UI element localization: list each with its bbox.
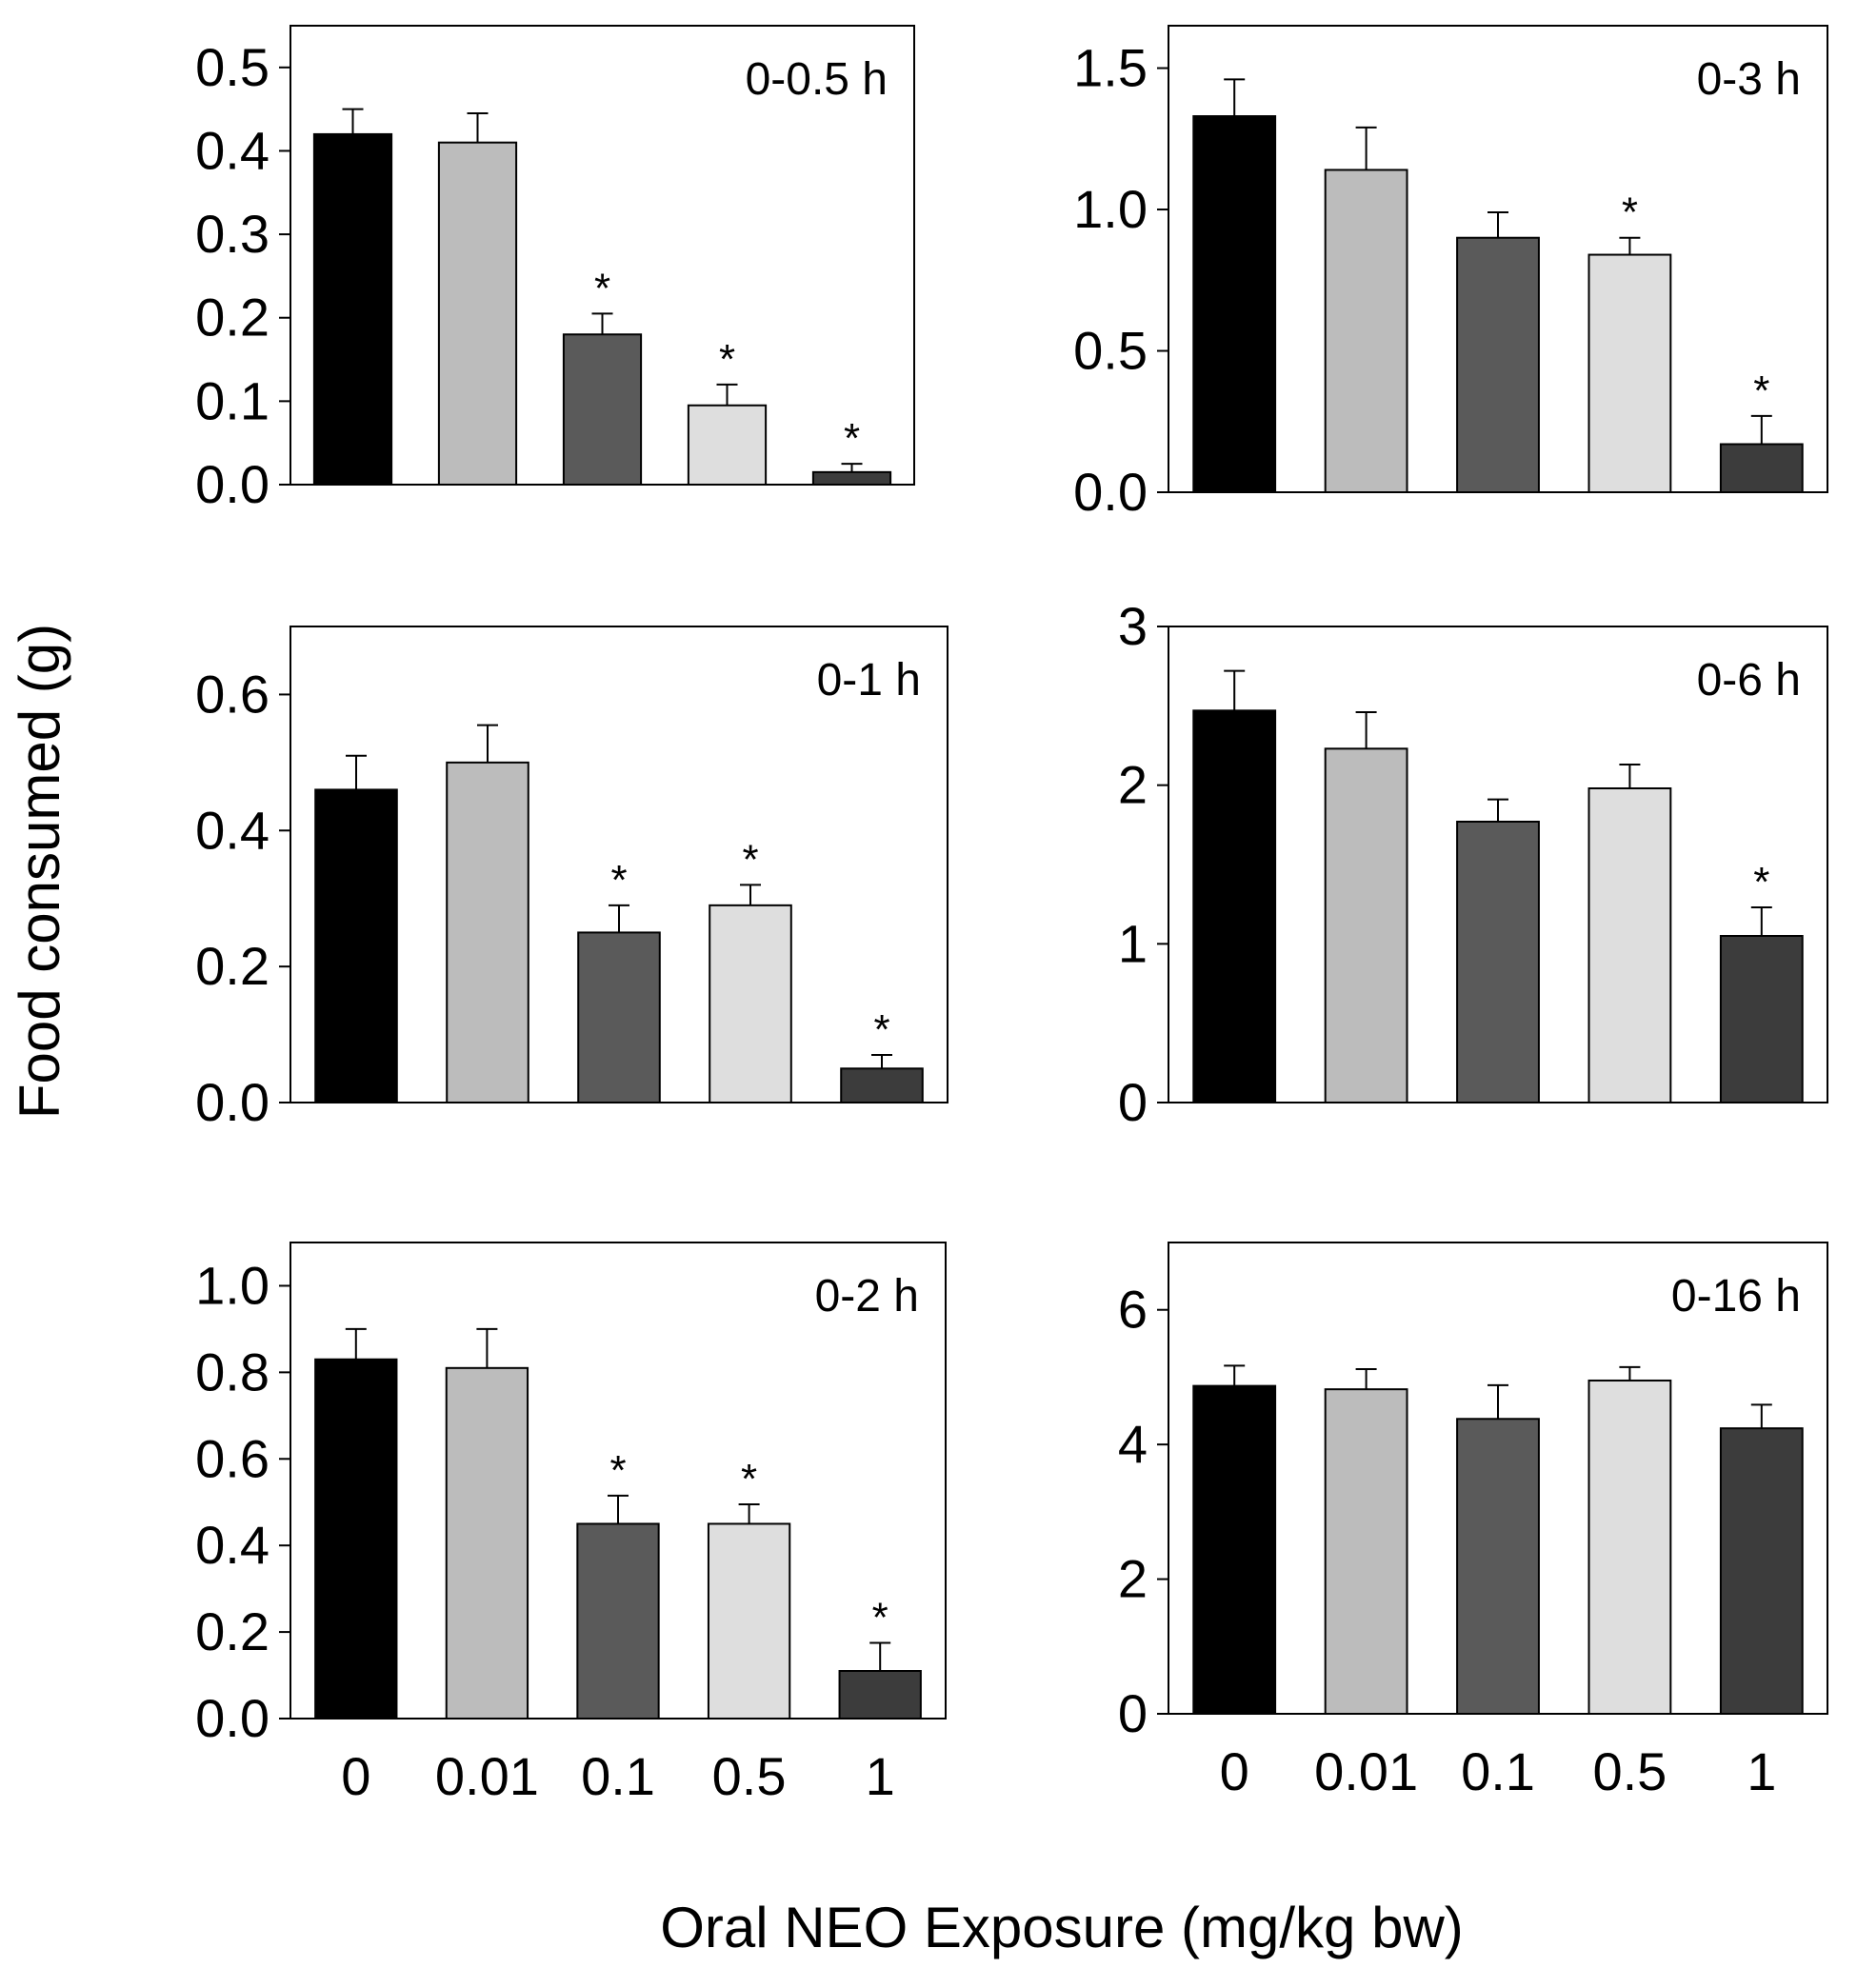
panel-5-ytick-label: 0.6: [195, 1428, 270, 1488]
panel-1-ytick-label: 0.1: [195, 370, 270, 430]
panel-3-significance-star: *: [610, 857, 627, 904]
panel-3-bar: [577, 931, 661, 1104]
panel-5-bar: [576, 1522, 660, 1720]
panel-4-ytick-label: 0: [1118, 1072, 1148, 1132]
panel-5-title: 0-2 h: [815, 1271, 919, 1322]
panel-5-significance-star: *: [741, 1456, 757, 1502]
panel-6-bar: [1324, 1388, 1408, 1715]
panel-6-ytick-label: 2: [1118, 1549, 1148, 1609]
panel-6-bar: [1456, 1418, 1540, 1716]
panel-1-bar: [562, 333, 643, 486]
panel-5-xtick-label: 0.01: [435, 1746, 539, 1806]
panel-1-bar: [687, 404, 768, 486]
panel-3-significance-star: *: [873, 1006, 889, 1053]
panel-6-xtick-label: 0.1: [1461, 1741, 1535, 1801]
panel-2-significance-star: *: [1753, 368, 1769, 414]
panel-5-significance-star: *: [609, 1447, 626, 1494]
panel-3-ytick-label: 0.2: [195, 936, 270, 996]
panel-1-bar: [312, 132, 393, 486]
panel-2-bar: [1192, 115, 1277, 493]
panel-1-ytick-label: 0.0: [195, 454, 270, 514]
panel-4-bar: [1456, 821, 1540, 1103]
panel-4-significance-star: *: [1753, 859, 1769, 905]
panel-2-ytick-label: 0.0: [1073, 462, 1148, 522]
panel-1-bar: [437, 141, 518, 486]
panel-1-significance-star: *: [844, 415, 860, 462]
x-axis-title: Oral NEO Exposure (mg/kg bw): [660, 1896, 1464, 1959]
panel-2-bar: [1719, 443, 1804, 493]
panel-5-bar: [314, 1358, 398, 1720]
panel-5-ytick-label: 1.0: [195, 1255, 270, 1315]
panel-5-ytick-label: 0.2: [195, 1601, 270, 1661]
panel-5-xtick-label: 1: [866, 1746, 895, 1806]
panel-2-bar: [1587, 253, 1672, 493]
panel-5-bar: [445, 1366, 529, 1720]
panel-2-ytick-label: 1.0: [1073, 179, 1148, 239]
panel-2-significance-star: *: [1622, 189, 1638, 236]
panel-3-bar: [314, 788, 398, 1104]
panel-6-xtick-label: 1: [1747, 1741, 1776, 1801]
panel-6-ytick-label: 6: [1118, 1280, 1148, 1340]
panel-4-bar: [1587, 787, 1672, 1103]
panel-5-bar: [707, 1522, 791, 1720]
panel-6-ytick-label: 0: [1118, 1683, 1148, 1743]
panel-1-ytick-label: 0.5: [195, 37, 270, 97]
panel-5-ytick-label: 0.4: [195, 1515, 270, 1575]
panel-3-ytick-label: 0.4: [195, 800, 270, 860]
panel-1-title: 0-0.5 h: [746, 54, 888, 105]
panel-6-xtick-label: 0: [1220, 1741, 1249, 1801]
panel-3-bar: [709, 904, 792, 1103]
panel-1-ytick-label: 0.2: [195, 288, 270, 348]
panel-6-xtick-label: 0.5: [1592, 1741, 1667, 1801]
panel-3-significance-star: *: [742, 836, 758, 883]
panel-3-ytick-label: 0.6: [195, 664, 270, 724]
panel-2-bar: [1324, 169, 1408, 493]
panel-6-ytick-label: 4: [1118, 1414, 1148, 1474]
panel-4-ytick-label: 2: [1118, 755, 1148, 815]
panel-2-ytick-label: 0.5: [1073, 321, 1148, 381]
y-axis-title: Food consumed (g): [8, 624, 71, 1119]
panel-3-ytick-label: 0.0: [195, 1072, 270, 1132]
panel-5-xtick-label: 0.1: [581, 1746, 655, 1806]
panel-1-ytick-label: 0.3: [195, 204, 270, 264]
panel-5-ytick-label: 0.8: [195, 1342, 270, 1402]
panel-4-bar: [1324, 747, 1408, 1103]
panel-1-ytick-label: 0.4: [195, 120, 270, 180]
panel-5-significance-star: *: [872, 1594, 889, 1640]
panel-1-significance-star: *: [719, 336, 735, 383]
panel-5-xtick-label: 0: [341, 1746, 370, 1806]
panel-4-bar: [1719, 935, 1804, 1103]
panel-4-bar: [1192, 709, 1277, 1103]
panel-3-bar: [446, 761, 529, 1103]
panel-6-bar: [1192, 1384, 1277, 1716]
panel-1-significance-star: *: [594, 265, 610, 311]
panel-3-title: 0-1 h: [817, 655, 921, 706]
panel-4-title: 0-6 h: [1697, 655, 1801, 706]
panel-6-bar: [1719, 1427, 1804, 1715]
panel-2-title: 0-3 h: [1697, 54, 1801, 105]
panel-4-ytick-label: 3: [1118, 596, 1148, 656]
panel-6-xtick-label: 0.01: [1314, 1741, 1418, 1801]
panel-5-bar: [838, 1670, 922, 1720]
panel-6-bar: [1587, 1379, 1672, 1715]
panel-2-bar: [1456, 236, 1540, 494]
panel-3-bar: [840, 1067, 924, 1104]
panel-2-ytick-label: 1.5: [1073, 38, 1148, 98]
panel-4-ytick-label: 1: [1118, 913, 1148, 973]
panel-5-ytick-label: 0.0: [195, 1688, 270, 1748]
panel-5-xtick-label: 0.5: [712, 1746, 787, 1806]
panel-1-bar: [811, 470, 892, 487]
panel-6-title: 0-16 h: [1671, 1271, 1801, 1322]
